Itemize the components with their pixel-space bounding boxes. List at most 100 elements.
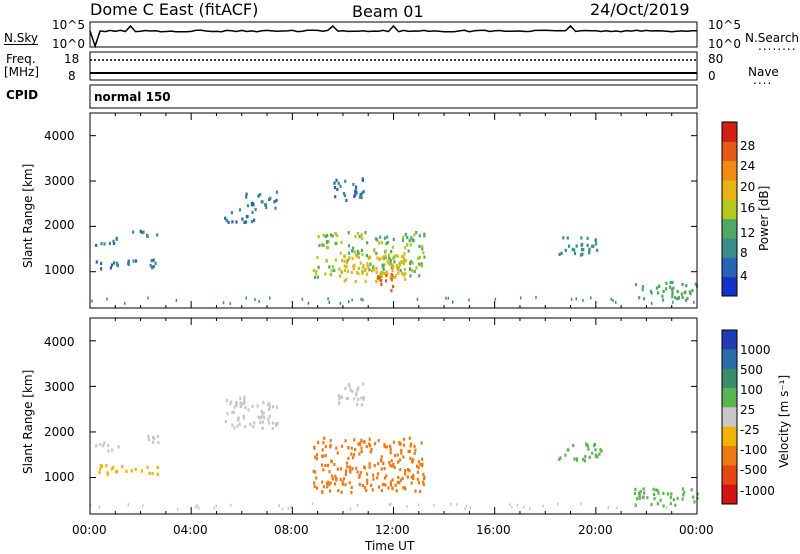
heatmap-cell <box>333 462 336 467</box>
heatmap-cell <box>588 251 591 255</box>
heatmap-cell <box>357 442 360 446</box>
heatmap-cell <box>314 470 317 474</box>
heatmap-cell <box>361 236 364 240</box>
heatmap-cell <box>378 485 381 489</box>
heatmap-cell <box>361 271 364 275</box>
heatmap-cell <box>414 489 417 493</box>
heatmap-cell <box>412 473 415 478</box>
heatmap-cell <box>275 198 278 202</box>
heatmap-cell <box>356 504 359 507</box>
heatmap-cell <box>447 296 450 300</box>
heatmap-cell <box>380 282 383 286</box>
heatmap-cell <box>402 235 405 239</box>
heatmap-cell <box>685 284 688 288</box>
vel-ylabel: Slant Range [km] <box>21 369 35 474</box>
heatmap-cell <box>688 290 691 294</box>
heatmap-cell <box>333 482 337 486</box>
heatmap-cell <box>412 239 415 243</box>
heatmap-cell <box>464 507 466 511</box>
heatmap-cell <box>330 269 333 273</box>
heatmap-cell <box>638 491 641 495</box>
heatmap-cell <box>376 238 379 242</box>
heatmap-cell <box>662 289 665 293</box>
heatmap-cell <box>146 465 149 469</box>
date-label: 24/Oct/2019 <box>590 0 690 19</box>
heatmap-cell <box>356 231 359 236</box>
heatmap-cell <box>417 466 420 470</box>
heatmap-cell <box>641 288 644 292</box>
heatmap-cell <box>357 272 360 276</box>
heatmap-cell <box>325 241 329 245</box>
heatmap-cell <box>465 504 468 508</box>
heatmap-cell <box>383 236 386 240</box>
heatmap-cell <box>375 270 378 274</box>
heatmap-cell <box>670 287 674 291</box>
heatmap-cell <box>433 504 435 508</box>
heatmap-cell <box>582 248 585 252</box>
heatmap-cell <box>360 449 363 454</box>
heatmap-cell <box>321 454 324 458</box>
heatmap-cell <box>359 471 362 475</box>
heatmap-cell <box>391 245 394 249</box>
colorbar-swatch <box>722 180 737 200</box>
heatmap-cell <box>361 483 364 488</box>
heatmap-cell <box>132 259 135 263</box>
power-cb-tick-28: 28 <box>740 139 756 153</box>
heatmap-cell <box>642 297 646 301</box>
heatmap-cell <box>404 487 407 491</box>
heatmap-cell <box>195 505 197 509</box>
heatmap-cell <box>324 445 327 449</box>
heatmap-cell <box>268 414 271 419</box>
heatmap-cell <box>669 285 672 289</box>
heatmap-cell <box>347 244 351 248</box>
heatmap-cell <box>329 445 332 449</box>
heatmap-cell <box>364 279 367 283</box>
heatmap-cell <box>152 258 155 262</box>
heatmap-cell <box>253 218 256 222</box>
heatmap-cell <box>222 301 225 305</box>
nave-legend-dots: .... <box>753 73 773 87</box>
heatmap-cell <box>363 465 366 469</box>
heatmap-cell <box>142 230 145 234</box>
heatmap-cell <box>347 456 350 460</box>
heatmap-cell <box>580 236 583 240</box>
heatmap-cell <box>401 260 404 265</box>
heatmap-cell <box>345 261 348 265</box>
heatmap-cell <box>368 268 371 272</box>
heatmap-cell <box>397 475 400 480</box>
colorbar-swatch <box>722 141 737 162</box>
heatmap-cell <box>111 448 114 452</box>
heatmap-cell <box>676 496 679 501</box>
heatmap-cell <box>370 269 374 273</box>
heatmap-cell <box>516 503 519 507</box>
heatmap-cell <box>390 250 393 254</box>
heatmap-cell <box>121 464 124 469</box>
heatmap-cell <box>421 247 424 251</box>
xtick-5: 20:00 <box>578 523 613 537</box>
heatmap-cell <box>356 254 359 258</box>
heatmap-cell <box>408 239 411 243</box>
heatmap-cell <box>634 487 637 491</box>
colorbar-swatch <box>722 465 737 486</box>
heatmap-cell <box>274 206 277 210</box>
heatmap-cell <box>378 276 381 280</box>
power-panel-frame <box>89 112 698 309</box>
heatmap-cell <box>671 292 674 296</box>
heatmap-cell <box>342 192 345 196</box>
heatmap-cell <box>573 251 577 256</box>
heatmap-cell <box>324 463 327 468</box>
heatmap-cell <box>400 451 403 455</box>
heatmap-cell <box>269 196 272 200</box>
heatmap-cell <box>328 300 331 304</box>
heatmap-cell <box>229 302 231 305</box>
heatmap-cell <box>392 285 395 289</box>
velocity-colorbar-frame <box>721 329 738 505</box>
colorbar-swatch <box>722 238 737 258</box>
heatmap-cell <box>369 444 372 448</box>
heatmap-cell <box>340 241 343 245</box>
heatmap-cell <box>124 301 126 305</box>
power-ylabel: Slant Range [km] <box>21 163 35 268</box>
heatmap-cell <box>329 439 332 443</box>
heatmap-cell <box>337 181 340 185</box>
vel-ytick-1000: 1000 <box>44 470 75 484</box>
